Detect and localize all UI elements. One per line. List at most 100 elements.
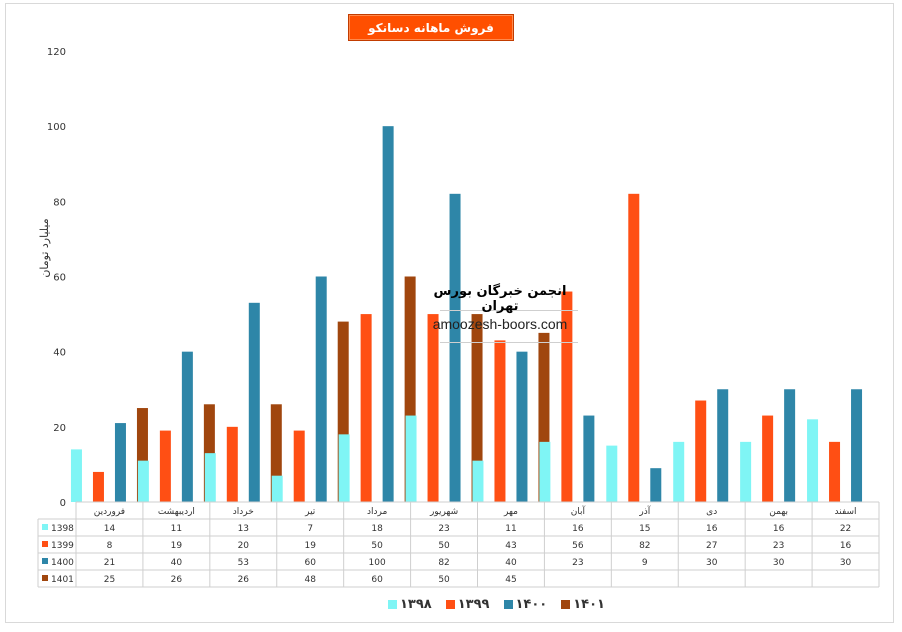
bar-1401-3 bbox=[337, 321, 349, 502]
data-label: 13 bbox=[238, 524, 249, 534]
bar-1398-10 bbox=[740, 441, 752, 502]
watermark-divider-top bbox=[440, 310, 578, 311]
legend-swatch bbox=[388, 599, 397, 609]
data-label: 9 bbox=[642, 558, 648, 568]
data-label: 30 bbox=[706, 558, 718, 568]
legend-swatch bbox=[503, 599, 513, 609]
data-label: 19 bbox=[304, 541, 316, 551]
bar-1401-5 bbox=[471, 314, 483, 502]
legend-label: ۱۴۰۰ bbox=[515, 596, 548, 612]
table-row-label-1399: 1399 bbox=[51, 541, 74, 551]
bar-1399-2 bbox=[226, 426, 238, 502]
data-label: 19 bbox=[171, 541, 183, 551]
y-tick-label: 120 bbox=[47, 47, 66, 58]
data-label: 45 bbox=[505, 575, 516, 585]
data-label: 18 bbox=[371, 524, 383, 534]
data-label: 16 bbox=[706, 524, 718, 534]
bar-1400-1 bbox=[181, 351, 193, 502]
bar-1400-3 bbox=[315, 276, 327, 502]
x-tick-label: دی bbox=[706, 507, 717, 517]
x-tick-label: شهریور bbox=[429, 507, 458, 517]
bar-1398-6 bbox=[472, 460, 484, 502]
bar-1400-9 bbox=[717, 389, 729, 502]
bar-1398-8 bbox=[606, 445, 618, 502]
data-label: 82 bbox=[438, 558, 449, 568]
bar-1399-7 bbox=[561, 291, 573, 502]
y-tick-label: 20 bbox=[53, 423, 66, 434]
x-tick-label: مهر bbox=[503, 507, 518, 517]
watermark-title: انجمن خبرگان بورس تهران bbox=[433, 284, 567, 314]
legend-item-1399: ۱۳۹۹ bbox=[445, 596, 490, 612]
x-tick-label: تیر bbox=[304, 507, 316, 517]
table-row-label-1398: 1398 bbox=[51, 524, 74, 534]
bar-1400-6 bbox=[516, 351, 528, 502]
legend-item-1401: ۱۴۰۱ bbox=[561, 597, 605, 612]
y-tick-label: 60 bbox=[53, 273, 66, 284]
bar-1398-7 bbox=[539, 441, 551, 502]
data-label: 23 bbox=[438, 524, 449, 534]
bar-1401-6 bbox=[538, 332, 550, 502]
bar-1400-4 bbox=[382, 126, 394, 503]
data-label: 56 bbox=[572, 541, 584, 551]
data-label: 14 bbox=[104, 524, 116, 534]
data-label: 8 bbox=[107, 541, 113, 551]
legend-label: ۱۴۰۱ bbox=[573, 596, 605, 612]
bar-1400-11 bbox=[851, 389, 863, 502]
legend-item-1398: ۱۳۹۸ bbox=[388, 597, 432, 612]
bar-1401-4 bbox=[404, 276, 416, 502]
data-label: 50 bbox=[438, 575, 450, 585]
data-label: 11 bbox=[505, 524, 516, 534]
data-label: 11 bbox=[171, 524, 182, 534]
watermark-divider-bottom bbox=[440, 342, 578, 343]
bar-1398-1 bbox=[137, 460, 149, 502]
chart-legend: ۱۳۹۸ ۱۳۹۹ ۱۴۰۰ ۱۴۰۱ bbox=[388, 594, 605, 614]
data-label: 40 bbox=[505, 558, 517, 568]
data-label: 82 bbox=[639, 541, 650, 551]
bar-1400-0 bbox=[114, 423, 126, 502]
data-label: 30 bbox=[773, 558, 785, 568]
data-label: 50 bbox=[438, 541, 450, 551]
legend-label: ۱۳۹۹ bbox=[457, 596, 490, 612]
x-tick-label: خرداد bbox=[233, 507, 254, 517]
data-label: 50 bbox=[371, 541, 383, 551]
x-tick-label: اردیبهشت bbox=[158, 507, 195, 517]
bar-1400-8 bbox=[650, 468, 662, 502]
watermark-url: amoozesh-boors.com bbox=[432, 316, 568, 332]
data-label: 23 bbox=[773, 541, 784, 551]
bar-1400-2 bbox=[248, 302, 260, 502]
data-label: 16 bbox=[773, 524, 785, 534]
y-tick-label: 100 bbox=[47, 122, 66, 133]
data-label: 30 bbox=[840, 558, 852, 568]
data-label: 40 bbox=[171, 558, 183, 568]
data-label: 23 bbox=[572, 558, 583, 568]
table-legend-key-1399 bbox=[42, 541, 48, 547]
bar-1398-11 bbox=[807, 419, 819, 502]
chart-frame bbox=[5, 3, 894, 623]
bar-1399-6 bbox=[494, 340, 506, 502]
bar-1400-10 bbox=[784, 389, 796, 502]
data-label: 26 bbox=[171, 575, 183, 585]
bar-1399-3 bbox=[293, 430, 305, 502]
table-row-label-1401: 1401 bbox=[51, 575, 74, 585]
x-tick-label: اسفند bbox=[835, 507, 857, 517]
data-label: 48 bbox=[304, 575, 316, 585]
bar-1401-0 bbox=[136, 408, 148, 502]
bar-1399-8 bbox=[628, 193, 640, 503]
legend-swatch bbox=[445, 599, 455, 609]
bar-1401-2 bbox=[270, 404, 282, 502]
legend-item-1400: ۱۴۰۰ bbox=[503, 596, 548, 612]
data-label: 60 bbox=[304, 558, 316, 568]
bar-1398-2 bbox=[204, 453, 216, 502]
bar-1400-7 bbox=[583, 415, 595, 502]
data-label: 25 bbox=[104, 575, 115, 585]
data-label: 53 bbox=[238, 558, 249, 568]
bar-1399-0 bbox=[92, 471, 104, 502]
table-row-label-1400: 1400 bbox=[51, 558, 74, 568]
bar-1398-0 bbox=[70, 449, 82, 502]
data-label: 43 bbox=[505, 541, 516, 551]
bar-1399-4 bbox=[360, 314, 372, 502]
x-tick-label: آبان bbox=[571, 505, 586, 517]
legend-swatch bbox=[561, 599, 571, 609]
table-legend-key-1401 bbox=[42, 575, 48, 581]
